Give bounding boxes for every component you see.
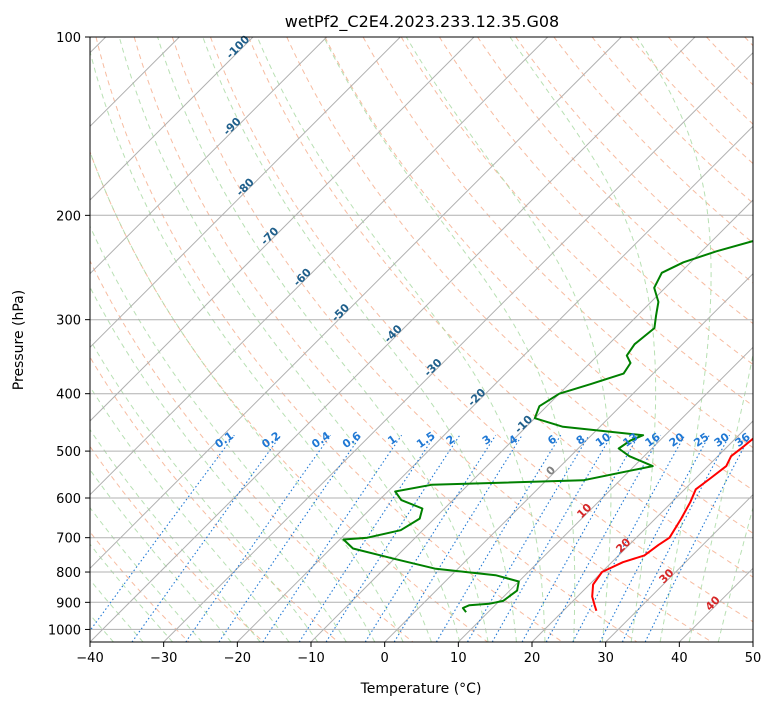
mixing-ratio-label: 10 [593, 430, 613, 450]
isotherm-line [0, 37, 400, 642]
mixing-ratio-line [436, 435, 560, 642]
x-axis-label: Temperature (°C) [360, 681, 482, 697]
plot-frame [90, 37, 753, 642]
moist-adiabat-line [637, 37, 711, 642]
y-tick-label: 800 [56, 566, 81, 581]
mixing-ratio-label: 0.4 [309, 429, 333, 451]
mixing-ratio-label: 16 [643, 430, 663, 450]
temperature-line [592, 37, 775, 611]
x-tick-label: 0 [381, 651, 389, 666]
isotherm-line [0, 37, 327, 642]
mixing-ratio-label: 3 [480, 433, 494, 448]
mixing-ratio-line [365, 435, 495, 642]
dry-adiabat-line [20, 37, 413, 642]
x-tick-label: −10 [297, 651, 324, 666]
mixing-ratio-label: 20 [667, 430, 687, 450]
dry-adiabat-line [668, 37, 775, 642]
isotherm-line [679, 37, 775, 642]
dry-adiabat-label: -30 [421, 356, 444, 379]
y-tick-label: 200 [56, 209, 81, 224]
moist-adiabat-line [119, 37, 459, 642]
axes: −40 −30 −20 −10 0 10 20 30 40 50 100 200 300 400 500 60… [48, 31, 761, 666]
y-axis-label: Pressure (hPa) [11, 290, 27, 390]
y-tick-label: 700 [56, 532, 81, 547]
mixing-ratio-line [219, 435, 361, 642]
dry-adiabat-label: 20 [613, 535, 633, 555]
x-tick-label: −40 [76, 651, 103, 666]
dry-adiabat-line [58, 37, 488, 642]
moist-adiabat-line [689, 37, 775, 642]
dry-adiabat-label: -20 [465, 386, 488, 409]
isotherm-line [458, 37, 775, 642]
dry-adiabat-line [516, 37, 775, 642]
dry-adiabat-label: 10 [574, 501, 594, 521]
chart-title: wetPf2_C2E4.2023.233.12.35.G08 [285, 12, 559, 32]
dry-adiabat-line [0, 37, 338, 642]
dry-adiabat-label: -70 [258, 224, 281, 247]
y-tick-label: 900 [56, 596, 81, 611]
x-tick-label: 20 [524, 651, 541, 666]
dry-adiabat-label: -10 [512, 412, 535, 435]
x-tick-label: 40 [671, 651, 688, 666]
moist-adiabat-line [510, 37, 656, 642]
dry-adiabat-line [96, 37, 562, 642]
isotherm-line [0, 37, 253, 642]
mixing-ratio-label: 36 [733, 430, 753, 450]
y-tick-label: 500 [56, 445, 81, 460]
x-tick-label: −20 [224, 651, 251, 666]
isotherm-line [237, 37, 775, 642]
mixing-ratio-line [600, 435, 709, 642]
mixing-ratio-label: 2 [444, 433, 458, 448]
moist-adiabat-line [203, 37, 517, 642]
x-tick-label: 50 [745, 651, 762, 666]
dry-adiabat-label: 40 [703, 593, 723, 613]
dry-adiabat-label: -90 [221, 115, 244, 138]
mixing-ratio-label: 1 [385, 433, 399, 448]
x-tick-label: 10 [450, 651, 467, 666]
mixing-ratio-label: 30 [712, 430, 732, 450]
y-tick-label: 100 [56, 31, 81, 46]
mixing-ratio-label: 0.2 [259, 429, 282, 451]
isotherm-line [532, 37, 775, 642]
mixing-ratio-line [468, 435, 590, 642]
mixing-ratio-label: 0.1 [213, 429, 236, 451]
dry-adiabat-label: -50 [329, 301, 352, 324]
dry-adiabat-label: -60 [291, 266, 314, 289]
mixing-ratio-line [645, 435, 750, 642]
y-tick-label: 400 [56, 388, 81, 403]
y-tick-label: 600 [56, 492, 81, 507]
mixing-ratio-line [132, 435, 281, 642]
x-tick-label: 30 [597, 651, 614, 666]
dry-adiabat-line [745, 37, 775, 642]
x-tick-label: −30 [150, 651, 177, 666]
moist-adiabat-line [718, 37, 775, 642]
mixing-ratio-line [263, 435, 402, 642]
moist-adiabat-line [0, 37, 231, 642]
moist-adiabat-line [406, 37, 611, 642]
moist-adiabat-line [87, 37, 432, 642]
y-tick-label: 300 [56, 314, 81, 329]
moist-adiabat-line [0, 37, 318, 642]
y-tick-label: 1000 [48, 623, 81, 638]
isotherm-line [311, 37, 775, 642]
mixing-ratio-label: 8 [574, 433, 588, 448]
isotherm-line [753, 37, 775, 642]
dry-adiabat-label: -80 [234, 175, 257, 198]
isotherm-line [16, 37, 621, 642]
dry-adiabat-label: -40 [382, 322, 405, 345]
dry-adiabat-line [0, 37, 189, 642]
dry-adiabat-line [707, 37, 775, 642]
moist-adiabat-line [10, 37, 347, 642]
mixing-ratio-label: 0.6 [340, 429, 364, 451]
mixing-ratio-line [492, 435, 611, 642]
mixing-ratio-label: 1.5 [414, 429, 437, 451]
